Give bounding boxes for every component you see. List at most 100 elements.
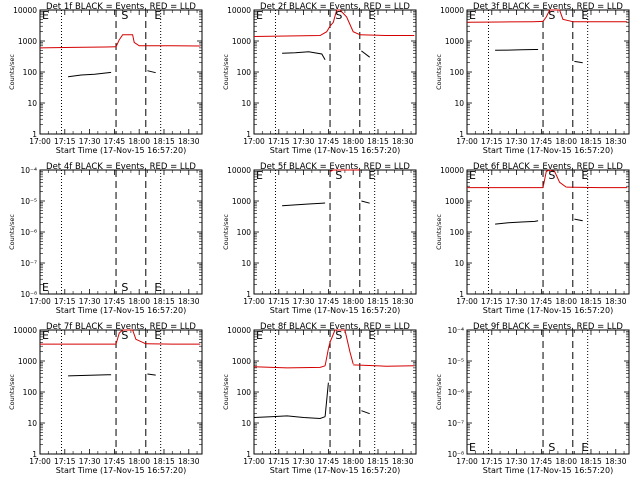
events-series-line (68, 71, 112, 78)
x-tick-label: 18:15 (367, 297, 389, 306)
x-tick-label: 17:15 (268, 137, 290, 146)
events-series-line (361, 410, 370, 415)
y-tick-label: 10000 (440, 6, 464, 15)
y-tick-label: 100 (450, 68, 465, 77)
x-tick-label: 18:15 (367, 137, 389, 146)
plot-frame (253, 9, 417, 135)
x-tick-label: 17:15 (54, 457, 76, 466)
x-tick-label: 18:15 (580, 297, 602, 306)
x-tick-label: 17:15 (481, 297, 503, 306)
x-axis-label: Start Time (17-Nov-15 16:57:20) (270, 466, 400, 475)
events-series-line (495, 220, 539, 225)
x-tick-label: 18:15 (580, 457, 602, 466)
end-marker-label: E (368, 9, 375, 22)
events-series-line (574, 218, 583, 222)
x-axis-label: Start Time (17-Nov-15 16:57:20) (56, 146, 186, 155)
y-tick-label: 10 (454, 259, 464, 268)
y-tick-label: 100 (23, 388, 38, 397)
panel-det-1: Det 1f BLACK = Events, RED = LLD 1 10 100 10… (8, 2, 203, 155)
y-tick-label: 10000 (13, 6, 37, 15)
x-tick-label: 17:00 (29, 457, 51, 466)
x-tick-label: 18:30 (392, 297, 414, 306)
x-tick-label: 18:00 (555, 457, 577, 466)
panel-title: Det 4f BLACK = Events, RED = LLD (46, 162, 196, 172)
start-marker-label: S (121, 9, 128, 22)
end-marker-label: E (42, 281, 49, 294)
end-marker-label: E (154, 9, 161, 22)
x-tick-label: 17:45 (104, 297, 126, 306)
y-tick-label: 1000 (232, 357, 251, 366)
plot-frame (39, 329, 203, 455)
panel-det-4: Det 4f BLACK = Events, RED = LLD 10⁻⁸ 10⁻⁷… (8, 162, 203, 315)
x-tick-label: 17:30 (79, 137, 101, 146)
x-tick-label: 18:00 (128, 297, 150, 306)
x-tick-label: 18:00 (128, 457, 150, 466)
y-axis-label: Counts/sec (8, 54, 16, 90)
x-tick-label: 17:15 (268, 297, 290, 306)
x-axis-label: Start Time (17-Nov-15 16:57:20) (56, 306, 186, 315)
lld-series-line (542, 9, 573, 23)
end-marker-label: E (581, 441, 588, 454)
y-tick-label: 100 (237, 228, 252, 237)
end-marker-label: E (256, 9, 263, 22)
events-series-line (68, 374, 112, 377)
panel-title: Det 9f BLACK = Events, RED = LLD (473, 322, 623, 332)
x-tick-label: 17:45 (531, 137, 553, 146)
y-tick-label: 100 (237, 68, 252, 77)
start-marker-label: S (121, 281, 128, 294)
end-marker-label: E (154, 329, 161, 342)
y-tick-label: 1000 (445, 37, 464, 46)
x-axis-label: Start Time (17-Nov-15 16:57:20) (483, 306, 613, 315)
x-tick-label: 17:00 (456, 137, 478, 146)
y-axis-label: Counts/sec (435, 54, 443, 90)
y-axis-label: Counts/sec (8, 374, 16, 410)
lld-series-line (115, 329, 147, 345)
x-tick-label: 17:15 (481, 457, 503, 466)
x-tick-label: 17:30 (506, 457, 528, 466)
lld-series-line (359, 34, 415, 36)
panel-det-3: Det 3f BLACK = Events, RED = LLD 1 10 100 10… (435, 2, 630, 155)
end-marker-label: E (42, 9, 49, 22)
y-tick-label: 10 (27, 99, 37, 108)
panel-title: Det 6f BLACK = Events, RED = LLD (473, 162, 623, 172)
x-tick-label: 17:45 (104, 457, 126, 466)
x-tick-label: 18:30 (392, 457, 414, 466)
panel-title: Det 7f BLACK = Events, RED = LLD (46, 322, 196, 332)
y-tick-label: 10 (454, 99, 464, 108)
panel-title: Det 3f BLACK = Events, RED = LLD (473, 2, 623, 12)
x-tick-label: 18:00 (555, 297, 577, 306)
start-marker-label: S (335, 169, 342, 182)
plot-frame (466, 9, 630, 135)
x-tick-label: 17:00 (29, 297, 51, 306)
y-tick-label: 1000 (232, 37, 251, 46)
x-tick-label: 18:00 (342, 457, 364, 466)
y-tick-label: 10⁻⁸ (20, 290, 37, 299)
x-tick-label: 18:30 (178, 137, 200, 146)
events-series-line (574, 60, 583, 64)
end-marker-label: E (256, 329, 263, 342)
y-tick-label: 10⁻⁵ (447, 357, 464, 366)
x-tick-label: 18:15 (153, 457, 175, 466)
y-axis-label: Counts/sec (8, 214, 16, 250)
y-tick-label: 10000 (227, 6, 251, 15)
x-tick-label: 18:30 (392, 137, 414, 146)
x-tick-label: 18:15 (153, 297, 175, 306)
x-tick-label: 17:45 (531, 457, 553, 466)
panel-det-6: Det 6f BLACK = Events, RED = LLD 1 10 100 10… (435, 162, 630, 315)
x-tick-label: 18:00 (555, 137, 577, 146)
end-marker-label: E (581, 9, 588, 22)
x-tick-label: 17:30 (506, 297, 528, 306)
y-tick-label: 1000 (18, 37, 37, 46)
events-series-line (253, 415, 326, 420)
x-tick-label: 18:00 (128, 137, 150, 146)
end-marker-label: E (368, 169, 375, 182)
y-tick-label: 10⁻⁴ (447, 326, 464, 335)
plot-frame (466, 169, 630, 295)
start-marker-label: S (335, 329, 342, 342)
y-tick-label: 1 (246, 450, 251, 459)
panel-title: Det 2f BLACK = Events, RED = LLD (260, 2, 410, 12)
x-tick-label: 17:00 (243, 457, 265, 466)
lld-series-line (329, 9, 361, 36)
end-marker-label: E (581, 169, 588, 182)
x-tick-label: 17:45 (318, 137, 340, 146)
